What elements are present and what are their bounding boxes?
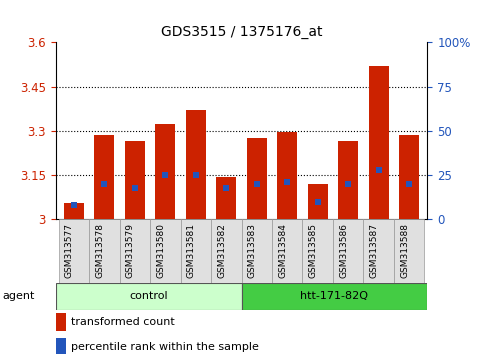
Bar xyxy=(156,124,175,219)
Bar xyxy=(64,203,84,219)
Bar xyxy=(94,136,114,219)
Bar xyxy=(302,219,333,283)
Bar xyxy=(125,141,145,219)
Bar xyxy=(216,177,236,219)
Bar xyxy=(181,219,211,283)
Bar xyxy=(247,138,267,219)
Bar xyxy=(369,66,389,219)
Bar xyxy=(56,338,66,354)
Title: GDS3515 / 1375176_at: GDS3515 / 1375176_at xyxy=(161,25,322,39)
Bar xyxy=(308,184,327,219)
Text: GSM313581: GSM313581 xyxy=(187,223,196,278)
Text: GSM313580: GSM313580 xyxy=(156,223,165,278)
Bar xyxy=(272,219,302,283)
Text: GSM313583: GSM313583 xyxy=(248,223,257,278)
Text: GSM313586: GSM313586 xyxy=(339,223,348,278)
Bar xyxy=(150,219,181,283)
Text: agent: agent xyxy=(2,291,35,302)
Bar xyxy=(186,110,206,219)
Text: transformed count: transformed count xyxy=(71,317,175,327)
Text: GSM313582: GSM313582 xyxy=(217,223,226,278)
Bar xyxy=(333,219,363,283)
Text: percentile rank within the sample: percentile rank within the sample xyxy=(71,342,259,352)
Text: GSM313585: GSM313585 xyxy=(309,223,318,278)
Bar xyxy=(399,136,419,219)
Text: GSM313584: GSM313584 xyxy=(278,223,287,278)
Text: GSM313577: GSM313577 xyxy=(65,223,74,278)
Bar xyxy=(211,219,242,283)
Bar xyxy=(277,132,297,219)
Bar xyxy=(56,313,66,331)
Text: GSM313587: GSM313587 xyxy=(369,223,379,278)
Bar xyxy=(120,219,150,283)
Text: GSM313588: GSM313588 xyxy=(400,223,409,278)
Bar xyxy=(58,219,89,283)
Text: GSM313578: GSM313578 xyxy=(95,223,104,278)
Bar xyxy=(242,283,427,310)
Bar xyxy=(89,219,120,283)
Bar xyxy=(338,141,358,219)
Bar xyxy=(56,283,242,310)
Text: control: control xyxy=(129,291,168,302)
Text: GSM313579: GSM313579 xyxy=(126,223,135,278)
Bar xyxy=(394,219,425,283)
Bar xyxy=(363,219,394,283)
Bar xyxy=(242,219,272,283)
Text: htt-171-82Q: htt-171-82Q xyxy=(300,291,369,302)
